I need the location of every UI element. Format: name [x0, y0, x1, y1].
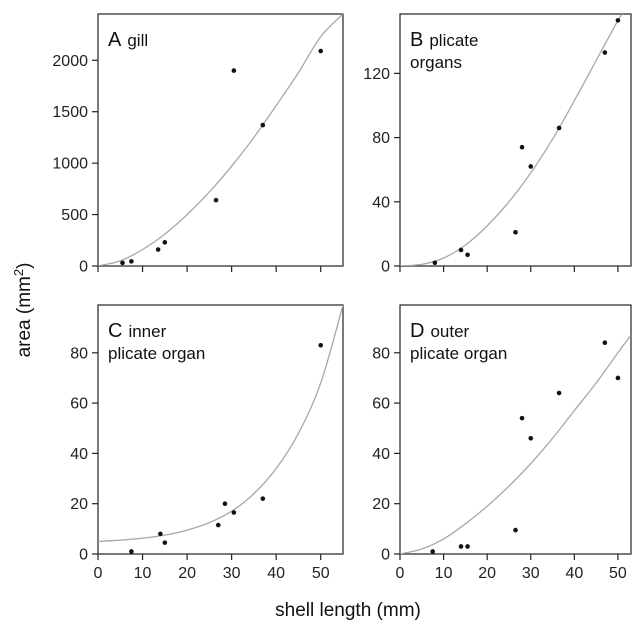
panel-title-line: outer [430, 322, 469, 341]
panel-letter: C [108, 320, 122, 342]
data-point [465, 544, 470, 549]
data-point [432, 260, 438, 266]
data-point [260, 496, 266, 501]
data-point [556, 390, 562, 396]
data-point [158, 531, 163, 537]
data-point [465, 252, 470, 258]
y-tick-label: 80 [372, 130, 390, 147]
y-tick-label: 0 [381, 547, 390, 564]
data-point [260, 122, 266, 128]
y-tick-label: 40 [372, 194, 390, 211]
y-tick-label: 0 [79, 259, 88, 276]
y-tick-label: 500 [61, 207, 88, 224]
plot-frame [97, 13, 344, 267]
data-point [129, 259, 134, 264]
panel-title-line: gill [127, 31, 148, 50]
data-point [162, 540, 168, 545]
data-point [615, 375, 621, 381]
x-tick-label: 10 [435, 565, 453, 582]
panel-title-line: plicate organ [108, 344, 205, 363]
y-tick-label: 80 [372, 345, 390, 362]
data-point [556, 125, 562, 131]
x-tick-label: 20 [178, 565, 196, 582]
x-tick-label: 10 [134, 565, 152, 582]
x-tick-label: 30 [522, 565, 540, 582]
y-tick-label: 80 [70, 345, 88, 362]
x-tick-label: 30 [223, 565, 241, 582]
y-tick-label: 1000 [52, 156, 88, 173]
data-point [430, 549, 435, 554]
data-point [120, 260, 125, 266]
plot-frame [399, 304, 632, 555]
data-point [222, 501, 228, 506]
data-point [602, 50, 608, 55]
data-point [155, 247, 161, 252]
x-tick-label: 50 [312, 565, 330, 582]
fit-curve [98, 14, 343, 266]
panel-letter: B [410, 29, 423, 51]
data-point [215, 522, 221, 528]
y-tick-label: 120 [363, 66, 390, 83]
plot-frame [97, 304, 344, 555]
data-point [162, 240, 168, 245]
x-tick-label: 0 [94, 565, 103, 582]
fit-curve [400, 334, 631, 554]
data-point [318, 342, 324, 348]
panel-title-line: plicate [429, 31, 478, 50]
x-tick-label: 40 [267, 565, 285, 582]
x-tick-label: 0 [396, 565, 405, 582]
data-point [602, 340, 608, 346]
data-point [513, 527, 518, 533]
x-axis-title: shell length (mm) [275, 600, 421, 621]
y-tick-label: 60 [372, 396, 390, 413]
data-point [513, 229, 518, 235]
data-point [615, 18, 621, 23]
y-tick-label: 60 [70, 396, 88, 413]
panel-title-line: plicate organ [410, 344, 507, 363]
y-tick-label: 0 [79, 547, 88, 564]
y-tick-label: 1500 [52, 104, 88, 121]
data-point [528, 436, 534, 441]
panel-c: 0 20 40 60 80 0 10 20 30 40 50 C inner plicate organ [70, 304, 344, 582]
plot-frame [399, 13, 632, 267]
data-point [519, 415, 525, 421]
panel-title-line: inner [128, 322, 166, 341]
y-tick-label: 20 [372, 496, 390, 513]
y-tick-label: 40 [70, 446, 88, 463]
x-tick-label: 20 [478, 565, 496, 582]
panel-letter: A [108, 29, 122, 51]
y-tick-label: 2000 [52, 53, 88, 70]
data-point [231, 510, 237, 515]
data-point [231, 68, 237, 73]
y-tick-label: 0 [381, 259, 390, 276]
panel-b: 0 40 80 120 B plicate organs [363, 13, 632, 276]
data-point [318, 48, 324, 54]
panel-a: 0 500 1000 1500 2000 A gill [52, 13, 344, 276]
y-tick-label: 40 [372, 446, 390, 463]
panel-title-line: organs [410, 53, 462, 72]
panel-letter: D [410, 320, 424, 342]
panel-d: 0 20 40 60 80 0 10 20 30 40 50 D outer plicate organ [372, 304, 632, 582]
fit-curve [400, 14, 623, 266]
data-point [129, 549, 134, 554]
data-point [458, 247, 464, 253]
x-tick-label: 40 [565, 565, 583, 582]
fit-curve [98, 305, 343, 543]
data-point [528, 164, 534, 169]
y-axis-title: area (mm2) [11, 263, 36, 358]
data-point [458, 544, 464, 549]
x-tick-label: 50 [609, 565, 627, 582]
y-tick-label: 20 [70, 496, 88, 513]
data-point [519, 144, 525, 150]
data-point [213, 197, 219, 203]
